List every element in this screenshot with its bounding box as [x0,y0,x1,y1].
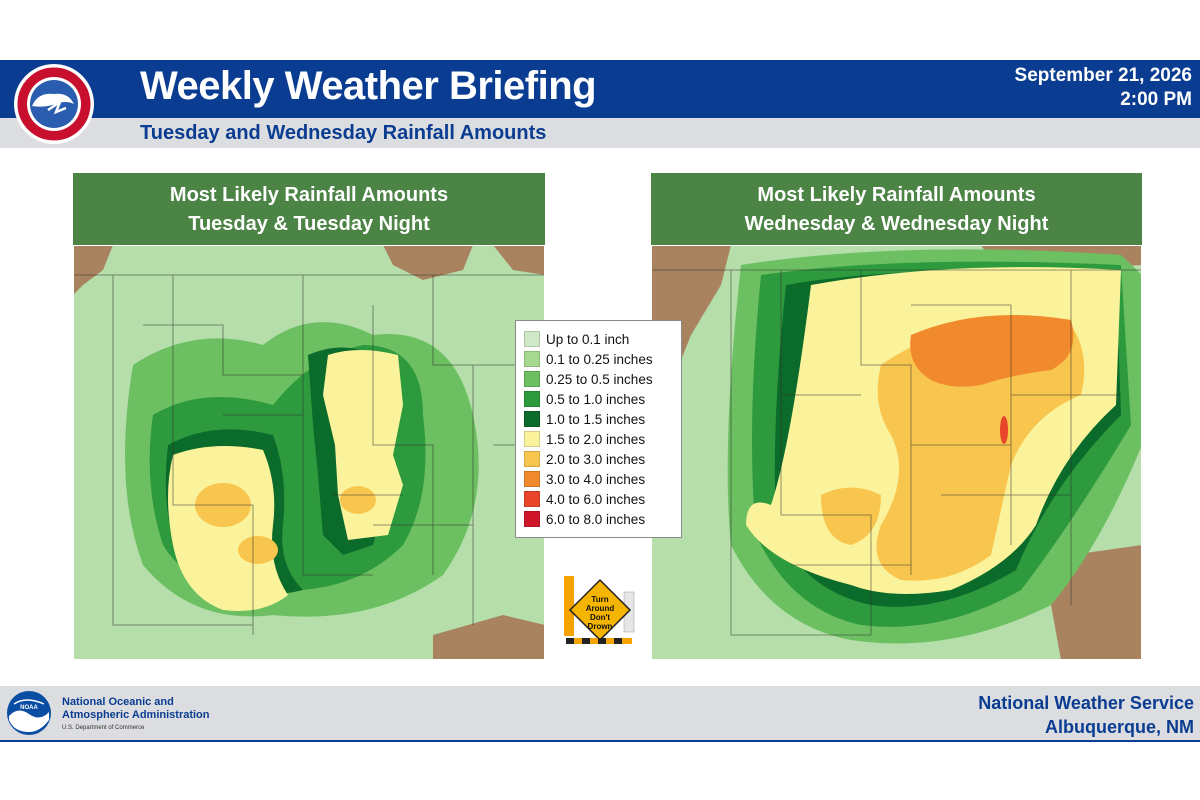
terrain-patch [73,245,113,295]
county-lines [651,269,1142,636]
terrain-patch [433,615,545,660]
tuesday-rainfall-map [73,245,545,660]
legend-item: Up to 0.1 inch [524,329,673,349]
panel-title-line1: Most Likely Rainfall Amounts [757,184,1036,206]
legend-item: 2.0 to 3.0 inches [524,449,673,469]
wednesday-panel-title: Most Likely Rainfall Amounts Wednesday &… [651,173,1142,245]
legend-label: Up to 0.1 inch [546,331,630,347]
wednesday-rainfall-map [651,245,1142,660]
legend-swatch [524,411,540,427]
noaa-line1: National Oceanic and [62,696,174,708]
legend-label: 0.25 to 0.5 inches [546,371,653,387]
svg-text:Turn: Turn [591,595,608,604]
tuesday-panel-title: Most Likely Rainfall Amounts Tuesday & T… [73,173,545,245]
rain-core-orange [340,486,376,514]
noaa-name: National Oceanic and Atmospheric Adminis… [62,696,210,735]
legend-swatch [524,391,540,407]
nws-logo-icon [14,64,94,144]
rainfall-legend: Up to 0.1 inch 0.1 to 0.25 inches 0.25 to … [515,320,682,538]
header-band [0,60,1200,118]
legend-label: 1.5 to 2.0 inches [546,431,646,447]
legend-label: 4.0 to 6.0 inches [546,491,646,507]
legend-label: 6.0 to 8.0 inches [546,511,646,527]
panel-title-line2: Wednesday & Wednesday Night [744,213,1049,235]
nws-line2: Albuquerque, NM [1045,717,1194,737]
legend-swatch [524,431,540,447]
page-subtitle: Tuesday and Wednesday Rainfall Amounts [140,122,547,144]
legend-swatch [524,331,540,347]
terrain-patch [493,245,545,275]
footer-rule [0,740,1200,742]
legend-swatch [524,451,540,467]
page-title: Weekly Weather Briefing [140,64,597,108]
noaa-logo-icon: NOAA [7,691,51,735]
subtitle-band [0,118,1200,148]
wednesday-panel: Most Likely Rainfall Amounts Wednesday &… [651,173,1142,660]
rain-core-orange [238,536,278,564]
panel-title-line2: Tuesday & Tuesday Night [188,213,430,235]
briefing-time: 2:00 PM [1120,89,1192,110]
turn-around-dont-drown-icon: Turn Around Don't Drown [564,576,635,644]
legend-swatch [524,491,540,507]
panel-title-line1: Most Likely Rainfall Amounts [169,184,449,206]
legend-label: 0.1 to 0.25 inches [546,351,653,367]
legend-item: 4.0 to 6.0 inches [524,489,673,509]
svg-text:Drown: Drown [588,622,613,631]
svg-text:Around: Around [586,604,615,613]
legend-label: 1.0 to 1.5 inches [546,411,646,427]
noaa-line3: U.S. Department of Commerce [62,725,145,731]
svg-text:NOAA: NOAA [20,705,38,711]
county-lines [73,274,545,635]
rain-core-red [1000,416,1008,444]
legend-item: 0.5 to 1.0 inches [524,389,673,409]
legend-item: 3.0 to 4.0 inches [524,469,673,489]
legend-label: 2.0 to 3.0 inches [546,451,646,467]
legend-item: 1.0 to 1.5 inches [524,409,673,429]
tuesday-panel: Most Likely Rainfall Amounts Tuesday & T… [73,173,545,660]
legend-item: 0.1 to 0.25 inches [524,349,673,369]
rain-core-orange [876,323,1085,581]
svg-text:Don't: Don't [590,613,610,622]
terrain-patch [383,245,473,280]
noaa-line2: Atmospheric Administration [62,709,210,721]
nws-office: National Weather Service Albuquerque, NM [978,691,1194,739]
legend-swatch [524,371,540,387]
rain-core-dark-orange [910,315,1074,387]
briefing-datetime: September 21, 2026 2:00 PM [1015,64,1192,112]
briefing-date: September 21, 2026 [1014,65,1192,86]
legend-label: 3.0 to 4.0 inches [546,471,646,487]
legend-swatch [524,351,540,367]
legend-item: 6.0 to 8.0 inches [524,509,673,529]
rain-core-orange [821,487,881,545]
nws-line1: National Weather Service [978,693,1194,713]
legend-swatch [524,471,540,487]
legend-label: 0.5 to 1.0 inches [546,391,646,407]
footer-band [0,686,1200,740]
legend-item: 1.5 to 2.0 inches [524,429,673,449]
legend-swatch [524,511,540,527]
legend-item: 0.25 to 0.5 inches [524,369,673,389]
rain-core-yellow [168,446,288,611]
